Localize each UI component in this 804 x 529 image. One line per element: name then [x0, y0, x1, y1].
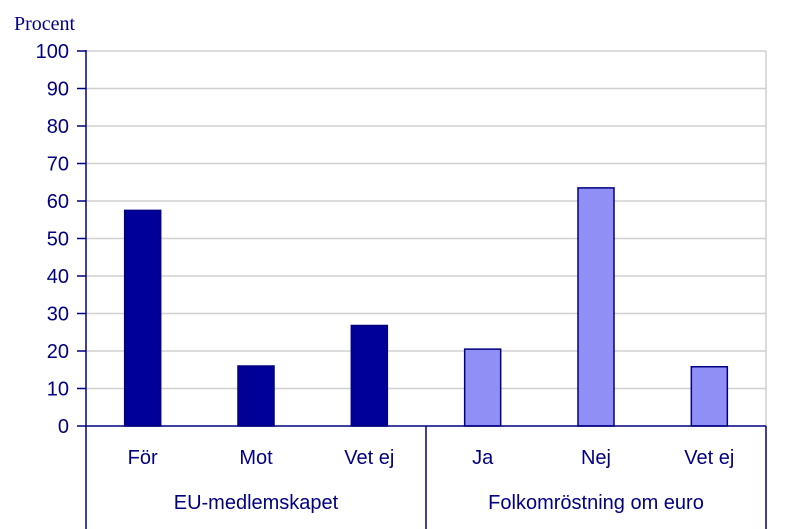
bar — [577, 187, 615, 427]
x-category-label: Vet ej — [684, 447, 734, 469]
x-category-label: Nej — [581, 447, 611, 469]
axes — [77, 50, 767, 529]
y-tick-label: 70 — [47, 154, 69, 176]
bar — [350, 324, 389, 427]
y-tick-label: 90 — [47, 79, 69, 101]
labels: Procent 0 10 20 30 40 50 60 70 80 90 100 För Mot Vet … — [14, 13, 734, 514]
y-tick-label: 100 — [36, 41, 69, 63]
y-tick-label: 80 — [47, 116, 69, 138]
bar — [237, 365, 275, 427]
y-tick-label: 50 — [47, 229, 69, 251]
y-tick-label: 60 — [47, 191, 69, 213]
x-group-label: Folkomröstning om euro — [488, 492, 704, 514]
y-tick-label: 40 — [47, 266, 69, 288]
bar — [123, 209, 162, 427]
bar — [463, 348, 502, 427]
x-category-label: Vet ej — [344, 447, 394, 469]
y-tick-label: 20 — [47, 341, 69, 363]
x-category-label: Mot — [239, 447, 273, 469]
bar — [690, 366, 729, 427]
x-category-label: Ja — [472, 447, 494, 469]
bars — [123, 187, 729, 427]
y-tick-label: 30 — [47, 304, 69, 326]
x-group-label: EU-medlemskapet — [174, 492, 339, 514]
x-category-label: För — [128, 447, 158, 469]
grid-lines — [86, 50, 767, 426]
y-axis-unit-label: Procent — [14, 13, 76, 35]
y-tick-label: 0 — [58, 416, 69, 438]
y-tick-label: 10 — [47, 379, 69, 401]
